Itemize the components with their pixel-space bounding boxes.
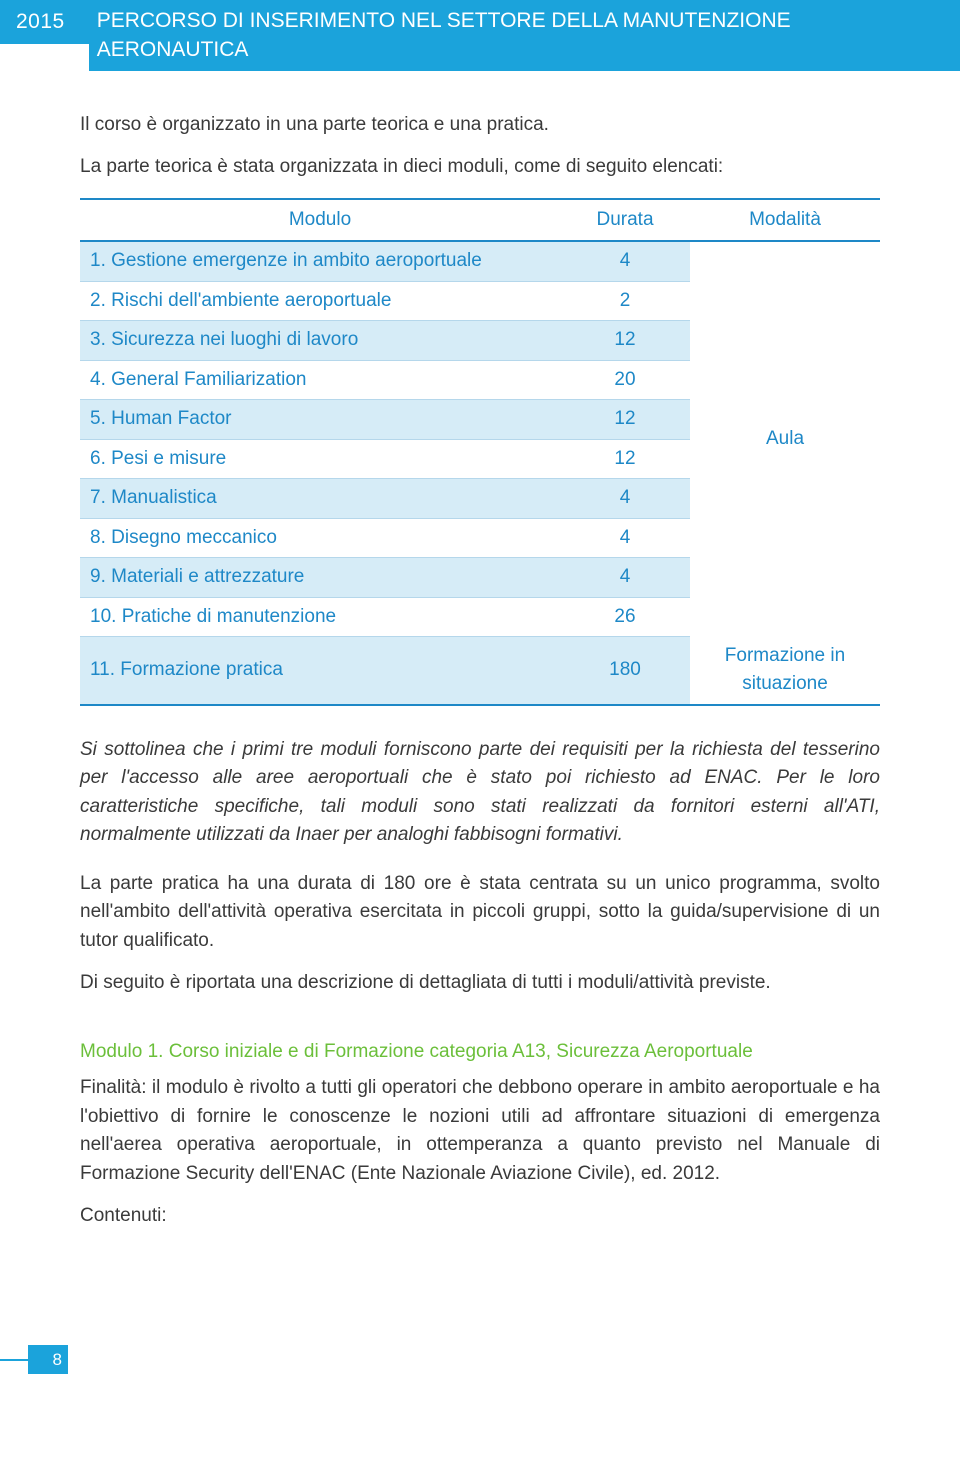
- page-number: 8: [28, 1345, 68, 1375]
- cell-modulo: 10. Pratiche di manutenzione: [80, 597, 560, 637]
- cell-modalita-formazione: Formazione in situazione: [690, 637, 880, 705]
- page-header: 2015 PERCORSO DI INSERIMENTO NEL SETTORE…: [0, 0, 960, 71]
- cell-durata: 4: [560, 518, 690, 558]
- intro-paragraph-2: La parte teorica è stata organizzata in …: [80, 153, 880, 182]
- module1-body: Finalità: il modulo è rivolto a tutti gl…: [80, 1074, 880, 1188]
- cell-modulo: 11. Formazione pratica: [80, 637, 560, 705]
- cell-durata: 12: [560, 439, 690, 479]
- italic-note: Si sottolinea che i primi tre moduli for…: [80, 736, 880, 850]
- cell-modulo: 2. Rischi dell'ambiente aeroportuale: [80, 281, 560, 321]
- page-body: Il corso è organizzato in una parte teor…: [0, 111, 960, 1285]
- cell-durata: 180: [560, 637, 690, 705]
- cell-modulo: 8. Disegno meccanico: [80, 518, 560, 558]
- cell-durata: 4: [560, 479, 690, 519]
- cell-modulo: 6. Pesi e misure: [80, 439, 560, 479]
- col-header-durata: Durata: [560, 199, 690, 242]
- cell-modulo: 9. Materiali e attrezzature: [80, 558, 560, 598]
- cell-modulo: 3. Sicurezza nei luoghi di lavoro: [80, 321, 560, 361]
- intro-paragraph-1: Il corso è organizzato in una parte teor…: [80, 111, 880, 140]
- module1-title: Modulo 1. Corso iniziale e di Formazione…: [80, 1038, 880, 1067]
- cell-durata: 20: [560, 360, 690, 400]
- module1-contenuti-label: Contenuti:: [80, 1202, 880, 1231]
- table-row: 11. Formazione pratica 180 Formazione in…: [80, 637, 880, 705]
- cell-durata: 12: [560, 400, 690, 440]
- table-row: 1. Gestione emergenze in ambito aeroport…: [80, 241, 880, 281]
- col-header-modulo: Modulo: [80, 199, 560, 242]
- table-header-row: Modulo Durata Modalità: [80, 199, 880, 242]
- cell-durata: 26: [560, 597, 690, 637]
- cell-modulo: 5. Human Factor: [80, 400, 560, 440]
- cell-modulo: 1. Gestione emergenze in ambito aeroport…: [80, 241, 560, 281]
- page-footer: 8: [0, 1345, 960, 1375]
- header-title-line2: AERONAUTICA: [97, 38, 249, 61]
- header-title: PERCORSO DI INSERIMENTO NEL SETTORE DELL…: [89, 0, 960, 71]
- cell-durata: 2: [560, 281, 690, 321]
- cell-durata: 12: [560, 321, 690, 361]
- practice-paragraph: La parte pratica ha una durata di 180 or…: [80, 870, 880, 956]
- cell-modulo: 4. General Familiarization: [80, 360, 560, 400]
- cell-modalita-aula: Aula: [690, 241, 880, 637]
- cell-durata: 4: [560, 558, 690, 598]
- modules-table: Modulo Durata Modalità 1. Gestione emerg…: [80, 198, 880, 706]
- description-intro: Di seguito è riportata una descrizione d…: [80, 969, 880, 998]
- header-title-line1: PERCORSO DI INSERIMENTO NEL SETTORE DELL…: [97, 9, 791, 32]
- cell-durata: 4: [560, 241, 690, 281]
- cell-modulo: 7. Manualistica: [80, 479, 560, 519]
- col-header-modalita: Modalità: [690, 199, 880, 242]
- header-year: 2015: [0, 0, 89, 44]
- footer-bar: [0, 1359, 28, 1361]
